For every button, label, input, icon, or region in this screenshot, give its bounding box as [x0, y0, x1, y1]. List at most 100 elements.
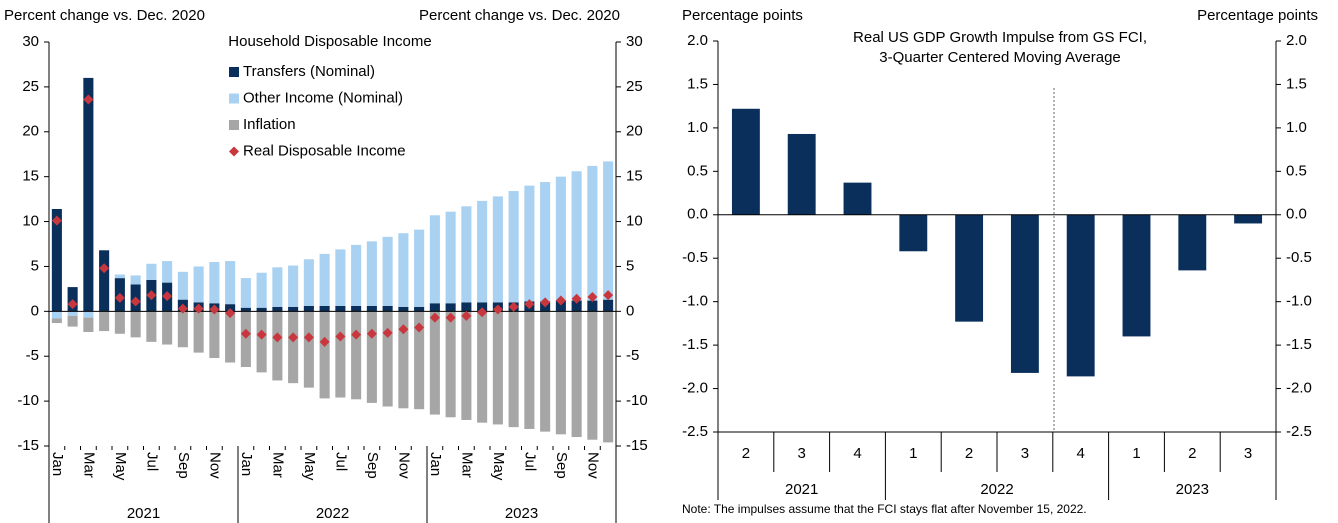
bar [1066, 214, 1095, 377]
y-tick-label: 5 [31, 257, 39, 274]
bar-segment [524, 311, 535, 429]
marker [540, 297, 551, 308]
group-label: 2023 [1176, 481, 1209, 498]
bar-segment [571, 171, 582, 301]
y2-axis-title: Percent change vs. Dec. 2020 [419, 7, 620, 24]
y-axis-title: Percentage points [682, 7, 803, 24]
bar-segment [272, 306, 283, 312]
x-tick-label: Mar [269, 452, 286, 478]
y2-tick-label: 0.0 [1286, 206, 1307, 223]
bar-segment [414, 306, 425, 312]
marker [445, 312, 456, 323]
y-tick-label: -0.5 [682, 249, 708, 266]
marker [209, 304, 220, 315]
bar-segment [540, 182, 551, 302]
bar-segment [587, 165, 598, 301]
marker [51, 215, 62, 226]
x-tick-label: Sep [553, 452, 570, 479]
legend-label: Other Income (Nominal) [243, 89, 403, 106]
bar-segment [492, 311, 503, 425]
marker [366, 328, 377, 339]
bar-segment [603, 311, 614, 443]
bar-segment [209, 311, 220, 359]
marker [193, 303, 204, 314]
y-tick-label: 25 [22, 78, 39, 95]
bar-segment [382, 311, 393, 407]
bar-segment [319, 311, 330, 399]
bar-segment [445, 303, 456, 312]
y-tick-label: 1.5 [687, 75, 708, 92]
x-tick-label: Jul [332, 452, 349, 471]
marker [587, 291, 598, 302]
marker [351, 329, 362, 340]
marker [288, 332, 299, 343]
y2-tick-label: 10 [626, 213, 643, 230]
bar-segment [461, 302, 472, 312]
x-tick-label: 4 [853, 445, 861, 462]
y2-tick-label: -5 [626, 347, 639, 364]
bar-segment [382, 305, 393, 312]
bar-segment [162, 311, 173, 345]
marker [114, 292, 125, 303]
bar-segment [429, 303, 440, 312]
bar-segment [555, 311, 566, 435]
x-tick-label: 1 [909, 445, 917, 462]
bar-segment [366, 241, 377, 306]
bar-segment [461, 206, 472, 303]
marker [398, 324, 409, 335]
bar-segment [288, 265, 299, 307]
bar-segment [508, 311, 519, 428]
bar-segment [256, 311, 267, 373]
bar-segment [209, 261, 220, 304]
bar-segment [51, 311, 62, 319]
bar-segment [398, 233, 409, 307]
bar-segment [319, 253, 330, 306]
y2-tick-label: -2.5 [1286, 423, 1312, 440]
bar-segment [445, 211, 456, 304]
legend-label: Real Disposable Income [243, 142, 406, 159]
x-tick-label: Nov [395, 452, 412, 479]
x-tick-label: Nov [584, 452, 601, 479]
marker [429, 312, 440, 323]
bar-segment [256, 272, 267, 308]
y-tick-label: -1.0 [682, 293, 708, 310]
x-tick-label: Jan [427, 452, 444, 476]
bar-segment [67, 311, 78, 316]
y2-tick-label: -0.5 [1286, 249, 1312, 266]
bar [1122, 214, 1151, 337]
bar [731, 108, 760, 215]
y2-axis-title: Percentage points [1197, 7, 1318, 24]
bar-segment [477, 302, 488, 312]
bar-segment [571, 311, 582, 438]
y-tick-label: 15 [22, 168, 39, 185]
y2-tick-label: 30 [626, 33, 643, 50]
note: Note: The impulses assume that the FCI s… [682, 502, 1087, 516]
marker [162, 291, 173, 302]
x-tick-label: 3 [798, 445, 806, 462]
bar-segment [83, 77, 94, 312]
y2-tick-label: 0.5 [1286, 162, 1307, 179]
bar-segment [225, 311, 236, 363]
bar-segment [571, 300, 582, 312]
marker [492, 304, 503, 315]
bar-segment [445, 311, 456, 418]
bar-segment [288, 306, 299, 312]
bar-segment [303, 311, 314, 388]
chart-subtitle: 3-Quarter Centered Moving Average [879, 49, 1121, 66]
y-tick-label: 0.0 [687, 206, 708, 223]
y2-tick-label: -1.5 [1286, 336, 1312, 353]
bar-segment [225, 304, 236, 312]
y-tick-label: 20 [22, 123, 39, 140]
bar-segment [555, 176, 566, 301]
bar-segment [177, 271, 188, 300]
bar-segment [351, 311, 362, 400]
marker [382, 327, 393, 338]
y2-tick-label: -2.0 [1286, 380, 1312, 397]
bar [955, 214, 984, 322]
chart-title: Household Disposable Income [228, 33, 431, 50]
x-tick-label: Nov [206, 452, 223, 479]
y-tick-label: 30 [22, 33, 39, 50]
bar-segment [508, 191, 519, 303]
bar-segment [335, 305, 346, 312]
bar-segment [382, 236, 393, 306]
